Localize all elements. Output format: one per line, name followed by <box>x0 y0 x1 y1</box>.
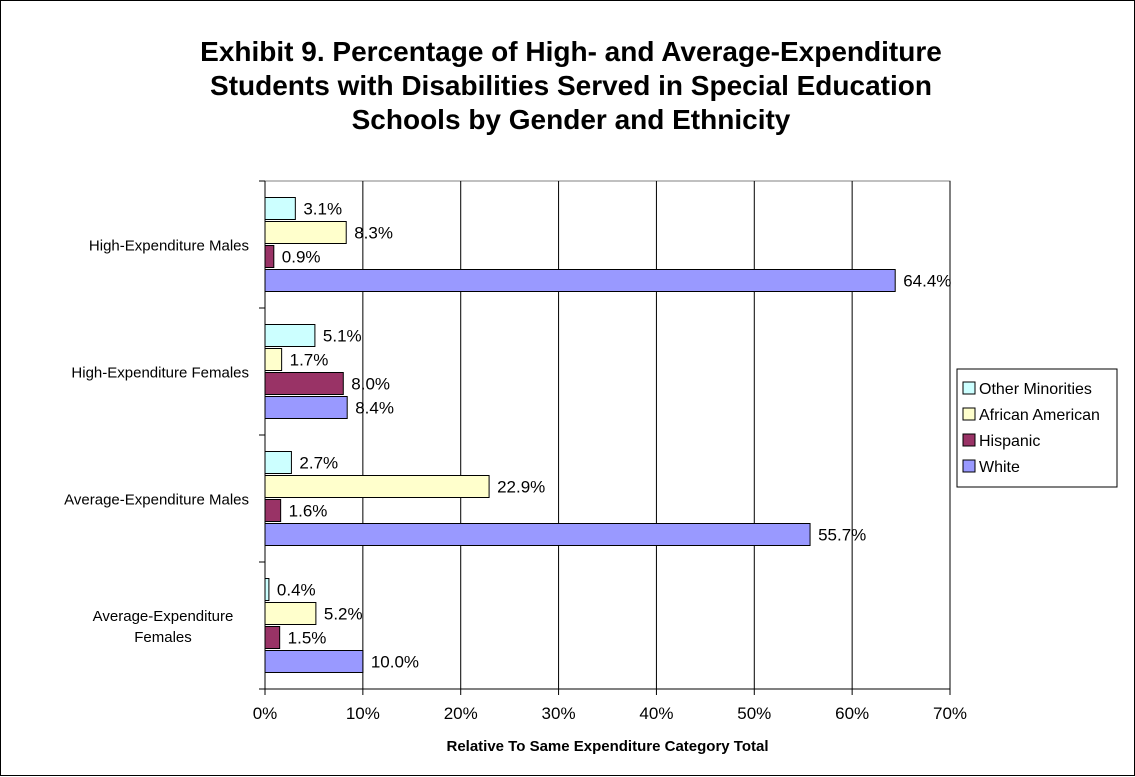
x-tick-label: 50% <box>737 704 771 723</box>
data-label: 5.1% <box>323 327 362 346</box>
data-label: 1.7% <box>290 351 329 370</box>
category-label: High-Expenditure Females <box>71 365 249 382</box>
x-axis-title: Relative To Same Expenditure Category To… <box>446 738 768 755</box>
bar-african-american <box>264 348 283 371</box>
bar-white <box>264 650 364 673</box>
legend-swatch <box>962 381 976 395</box>
bar-other-minorities <box>264 197 296 220</box>
category-label: Average-Expenditure <box>93 608 234 625</box>
category-label: High-Expenditure Males <box>89 238 249 255</box>
x-tick-label: 30% <box>542 704 576 723</box>
chart-title-line-3: Schools by Gender and Ethnicity <box>351 104 791 135</box>
x-tick-label: 60% <box>835 704 869 723</box>
data-label: 2.7% <box>299 454 338 473</box>
bar-african-american <box>264 221 347 244</box>
legend-swatch <box>962 407 976 421</box>
x-tick-label: 10% <box>346 704 380 723</box>
x-tick-label: 20% <box>444 704 478 723</box>
x-tick-label: 0% <box>253 704 278 723</box>
bar-white <box>264 523 811 546</box>
bar-other-minorities <box>264 451 292 474</box>
chart-title-line-2: Students with Disabilities Served in Spe… <box>210 70 932 101</box>
legend-label: African American <box>979 407 1100 424</box>
bar-hispanic <box>264 245 275 268</box>
legend-label: White <box>979 459 1020 476</box>
data-label: 0.9% <box>282 248 321 267</box>
bar-other-minorities <box>264 578 270 601</box>
bar-african-american <box>264 602 317 625</box>
data-label: 8.0% <box>351 375 390 394</box>
legend-label: Other Minorities <box>979 381 1092 398</box>
legend-label: Hispanic <box>979 433 1040 450</box>
data-label: 1.6% <box>289 502 328 521</box>
bar-hispanic <box>264 626 281 649</box>
chart-title-line-1: Exhibit 9. Percentage of High- and Avera… <box>200 36 942 67</box>
category-label: Average-Expenditure Males <box>64 492 249 509</box>
category-label: Females <box>134 629 192 646</box>
data-label: 22.9% <box>497 478 545 497</box>
bar-hispanic <box>264 499 282 522</box>
legend-box <box>956 368 1118 488</box>
plot-area <box>264 180 951 690</box>
legend-swatch <box>962 459 976 473</box>
data-label: 1.5% <box>288 629 327 648</box>
bar-african-american <box>264 475 490 498</box>
x-tick-label: 40% <box>639 704 673 723</box>
legend-swatch <box>962 433 976 447</box>
bar-hispanic <box>264 372 344 395</box>
data-label: 55.7% <box>818 526 866 545</box>
x-tick-label: 70% <box>933 704 967 723</box>
data-label: 8.3% <box>354 224 393 243</box>
bar-other-minorities <box>264 324 316 347</box>
bar-white <box>264 269 896 292</box>
data-label: 5.2% <box>324 605 363 624</box>
data-label: 0.4% <box>277 581 316 600</box>
data-label: 64.4% <box>903 272 951 291</box>
data-label: 10.0% <box>371 653 419 672</box>
chart-title: Exhibit 9. Percentage of High- and Avera… <box>121 35 1021 137</box>
data-label: 8.4% <box>355 399 394 418</box>
data-label: 3.1% <box>303 200 342 219</box>
bar-white <box>264 396 348 419</box>
